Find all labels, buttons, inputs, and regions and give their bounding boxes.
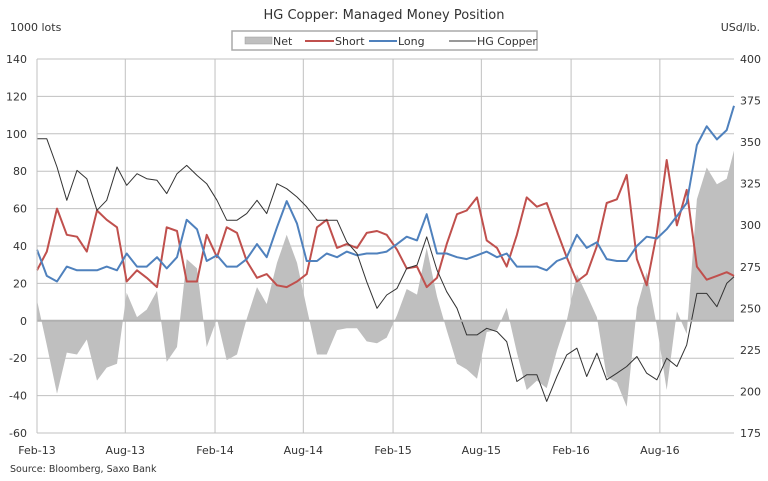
left-tick-label: 100	[6, 128, 27, 141]
net-area-layer	[37, 150, 734, 407]
x-tick-label: Aug-13	[106, 444, 145, 457]
right-tick-label: 200	[740, 385, 761, 398]
axes-layer: -60 -40 -20 0 20 40 60 80 100 120 140 175 200 225 250 2…	[6, 53, 761, 457]
long-line	[36, 105, 735, 283]
left-tick-label: 0	[20, 315, 27, 328]
left-tick-label: 120	[6, 90, 27, 103]
right-tick-label: 300	[740, 219, 761, 232]
legend-net-label: Net	[273, 35, 293, 48]
right-axis-label: USd/lb.	[721, 21, 760, 34]
right-tick-label: 325	[740, 178, 761, 191]
legend-copper-label: HG Copper	[477, 35, 537, 48]
left-tick-label: 80	[13, 165, 27, 178]
chart-title: HG Copper: Managed Money Position	[263, 8, 504, 23]
x-tick-label: Feb-16	[552, 444, 589, 457]
right-tick-label: 275	[740, 261, 761, 274]
x-tick-label: Feb-13	[18, 444, 55, 457]
left-tick-label: -60	[9, 427, 27, 440]
net-area	[37, 150, 734, 407]
right-tick-label: 250	[740, 302, 761, 315]
short-line	[36, 159, 735, 289]
source-note: Source: Bloomberg, Saxo Bank	[10, 464, 157, 475]
left-tick-label: -40	[9, 390, 27, 403]
x-tick-label: Feb-14	[196, 444, 233, 457]
right-tick-label: 375	[740, 95, 761, 108]
legend-short-label: Short	[335, 35, 365, 48]
legend-net-swatch	[244, 36, 273, 45]
x-tick-label: Aug-16	[640, 444, 679, 457]
left-tick-label: -20	[9, 352, 27, 365]
left-tick-label: 40	[13, 240, 27, 253]
right-tick-label: 175	[740, 427, 761, 440]
right-tick-label: 225	[740, 344, 761, 357]
x-tick-label: Feb-15	[374, 444, 411, 457]
right-tick-label: 400	[740, 53, 761, 66]
left-axis-label: 1000 lots	[10, 21, 62, 34]
left-tick-label: 20	[13, 277, 27, 290]
left-tick-label: 60	[13, 203, 27, 216]
series-lines-layer	[36, 105, 735, 402]
legend: Net Short Long HG Copper	[231, 30, 538, 51]
left-tick-label: 140	[6, 53, 27, 66]
legend-long-label: Long	[398, 35, 425, 48]
right-tick-label: 350	[740, 136, 761, 149]
x-tick-label: Aug-15	[462, 444, 501, 457]
hg-copper-line	[37, 138, 735, 402]
x-tick-label: Aug-14	[284, 444, 323, 457]
